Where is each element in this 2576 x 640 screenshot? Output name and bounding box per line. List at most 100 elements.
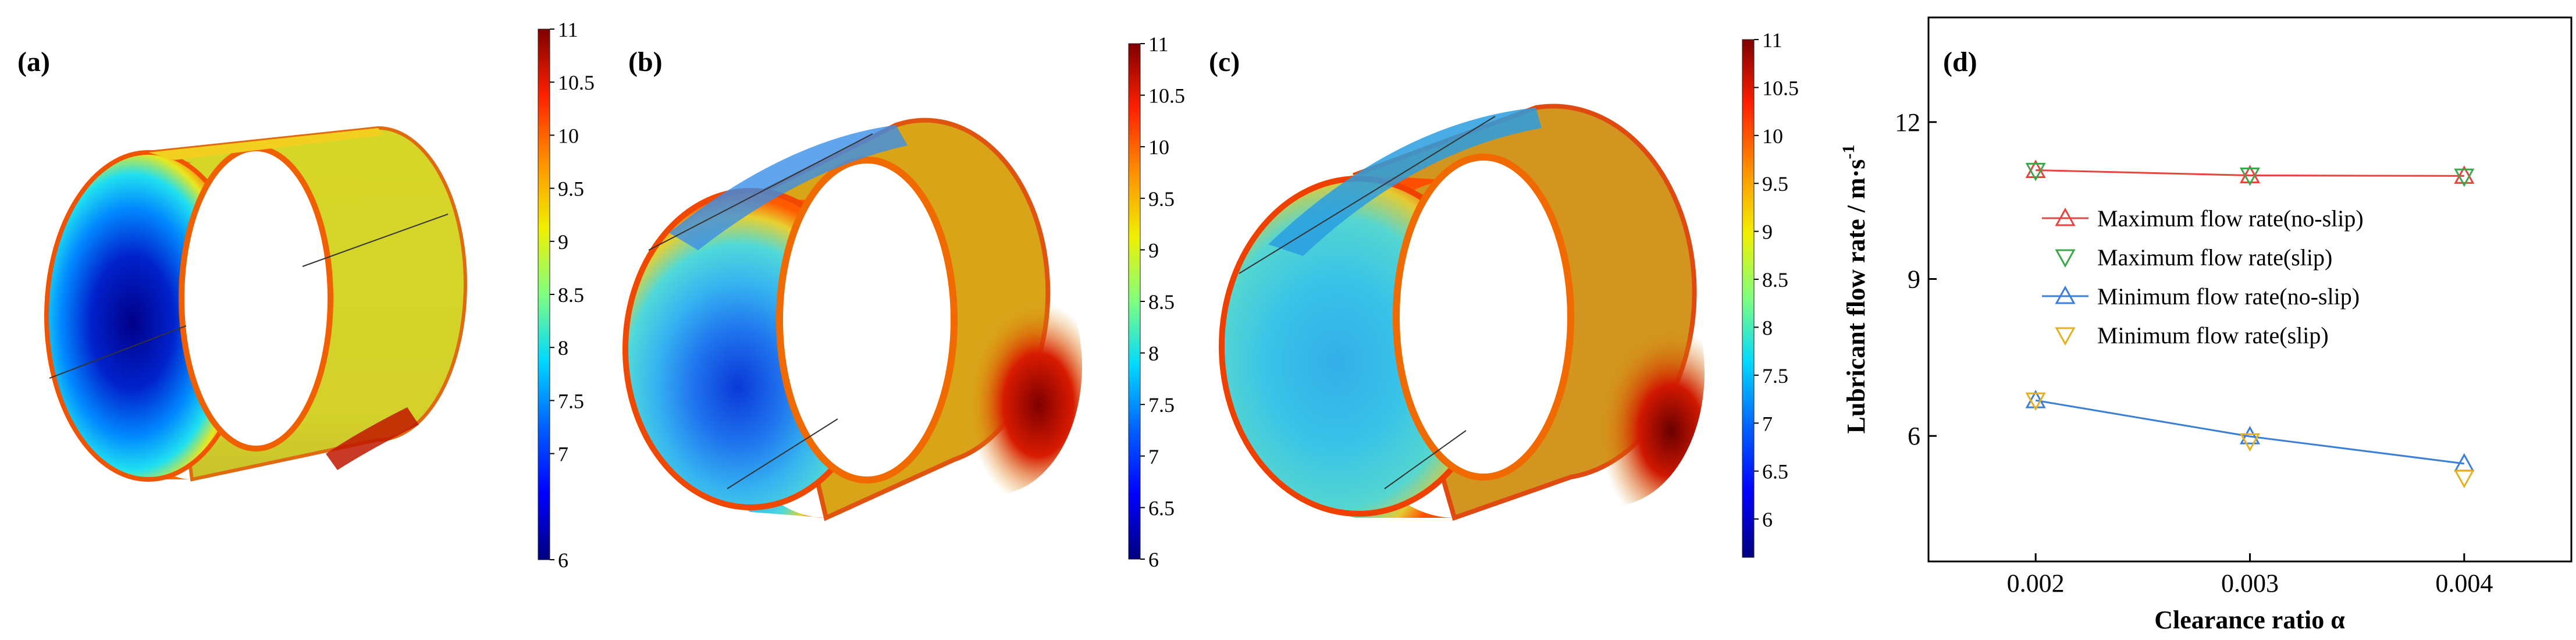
x-tick-label: 0.002	[2007, 569, 2065, 598]
x-axis: 0.002 0.003 0.004	[2007, 553, 2493, 598]
series-line	[2035, 399, 2465, 465]
colorbar-tick-label: 10.5	[1148, 84, 1185, 108]
bearing-c-seam-2	[1384, 430, 1467, 489]
legend-marker	[2055, 249, 2076, 268]
colorbar-tick-label: 7	[1148, 445, 1159, 468]
x-tick-label: 0.004	[2435, 569, 2493, 598]
bearing-c-top-band	[1268, 108, 1542, 256]
colorbar-a: 11 10.5 10 9.5 9 8.5 8 7.5 7 6	[538, 18, 595, 572]
legend-marker	[2055, 285, 2076, 304]
legend-marker	[2055, 207, 2076, 226]
colorbar-tick-label: 10	[1148, 136, 1169, 159]
series-0	[2025, 159, 2475, 184]
colorbar-tick-label: 9	[1762, 221, 1773, 244]
colorbar-tick-label: 9.5	[558, 177, 584, 201]
x-tick-label: 0.003	[2221, 569, 2279, 598]
bearing-a-top-band	[148, 128, 384, 160]
data-point	[2454, 470, 2475, 489]
colorbar-tick-label: 9.5	[1762, 172, 1788, 195]
bearing-c-seam-1	[1239, 116, 1496, 274]
data-point	[2025, 162, 2046, 182]
bearing-a-hotspot	[326, 407, 419, 470]
colorbar-tick-label: 6.5	[1762, 460, 1788, 483]
colorbar-tick-label: 10	[558, 124, 579, 147]
series-1	[2025, 162, 2475, 187]
colorbar-c-bar	[1742, 39, 1755, 558]
bearing-a-seam-2	[49, 325, 187, 379]
series-2	[2025, 390, 2475, 472]
legend-label: Minimum flow rate(slip)	[2097, 322, 2329, 349]
colorbar-tick-label: 8	[558, 336, 568, 360]
colorbar-tick-label: 8	[1762, 316, 1773, 339]
colorbar-tick-label: 7	[1762, 412, 1773, 435]
colorbar-tick-label: 8.5	[558, 283, 584, 307]
colorbar-b-bar	[1128, 43, 1141, 560]
colorbar-tick-label: 6.5	[1148, 496, 1175, 520]
x-axis-title: Clearance ratio α	[2154, 606, 2345, 634]
colorbar-a-bar	[538, 29, 550, 560]
panel-b: (b)	[622, 47, 1082, 521]
colorbar-tick-label: 10.5	[1762, 76, 1799, 99]
y-axis: 6 9 12	[1895, 108, 1937, 450]
y-tick-label: 6	[1908, 422, 1920, 450]
colorbar-b: 11 10.5 10 9.5 9 8.5 8 7.5 7 6.5 6	[1128, 33, 1185, 571]
bearing-a-opening	[179, 145, 333, 451]
colorbar-tick-label: 11	[1148, 33, 1169, 56]
series-line	[2036, 169, 2464, 177]
bearing-a-seam-1	[302, 214, 449, 267]
colorbar-tick-label: 9.5	[1148, 187, 1175, 211]
legend-label: Minimum flow rate(no-slip)	[2097, 283, 2360, 310]
colorbar-tick-label: 8	[1148, 342, 1159, 365]
legend-marker	[2055, 327, 2076, 346]
panel-c: (c)	[1209, 47, 1705, 521]
legend-item: Maximum flow rate(no-slip)	[2042, 205, 2364, 232]
legend-label: Maximum flow rate(slip)	[2097, 244, 2332, 271]
legend-item: Minimum flow rate(slip)	[2055, 322, 2329, 349]
colorbar-tick-label: 9	[558, 230, 568, 254]
data-point	[2025, 159, 2046, 179]
panel-d-label: (d)	[1943, 47, 1977, 77]
colorbar-tick-label: 11	[1762, 29, 1782, 52]
legend-label: Maximum flow rate(no-slip)	[2097, 205, 2364, 232]
colorbar-tick-label: 8.5	[1148, 290, 1175, 314]
colorbar-tick-label: 7	[558, 443, 568, 466]
legend-item: Maximum flow rate(slip)	[2055, 244, 2332, 271]
bearing-b-seam-2	[727, 418, 838, 489]
panel-b-label: (b)	[628, 47, 663, 77]
bearing-c-opening	[1393, 154, 1574, 481]
series-layer	[2025, 159, 2475, 489]
colorbar-tick-label: 7.5	[1762, 364, 1788, 387]
legend: Maximum flow rate(no-slip) Maximum flow r…	[2042, 205, 2364, 349]
panel-a: (a)	[17, 47, 467, 482]
y-axis-title-text: Lubricant flow rate / m·s	[1842, 159, 1870, 434]
colorbar-tick-label: 8.5	[1762, 268, 1788, 291]
colorbar-tick-label: 7.5	[1148, 393, 1175, 417]
data-point	[2239, 433, 2261, 452]
colorbar-c: 11 10.5 10 9.5 9 8.5 8 7.5 7 6.5 6	[1742, 29, 1799, 558]
colorbar-tick-label: 7.5	[558, 389, 584, 413]
data-point	[2239, 426, 2261, 445]
y-axis-title: Lubricant flow rate / m·s-1	[1839, 145, 1870, 434]
colorbar-tick-label: 6	[1148, 548, 1159, 571]
svg-text:Lubricant flow rate / m·s-1: Lubricant flow rate / m·s-1	[1839, 145, 1870, 434]
panel-d: (d) 6 9 12 0.002 0.003 0.004 Lubricant flow …	[1839, 16, 2573, 634]
colorbar-tick-label: 6	[558, 549, 568, 572]
colorbar-tick-label: 6	[1762, 508, 1773, 531]
data-point	[2239, 168, 2261, 186]
data-point	[2025, 392, 2046, 411]
bearing-b-opening	[776, 157, 958, 483]
y-tick-label: 12	[1895, 108, 1920, 137]
y-axis-title-sup: -1	[1839, 145, 1858, 159]
legend-item: Minimum flow rate(no-slip)	[2042, 283, 2360, 310]
panel-c-label: (c)	[1209, 47, 1240, 77]
colorbar-tick-label: 10.5	[558, 71, 595, 94]
data-point	[2454, 165, 2475, 184]
colorbar-tick-label: 11	[558, 18, 578, 41]
panel-a-label: (a)	[17, 47, 50, 77]
y-tick-label: 9	[1908, 265, 1920, 294]
bearing-b-seam-1	[648, 133, 873, 251]
colorbar-tick-label: 10	[1762, 125, 1783, 148]
series-3	[2025, 392, 2475, 489]
data-point	[2454, 168, 2475, 187]
